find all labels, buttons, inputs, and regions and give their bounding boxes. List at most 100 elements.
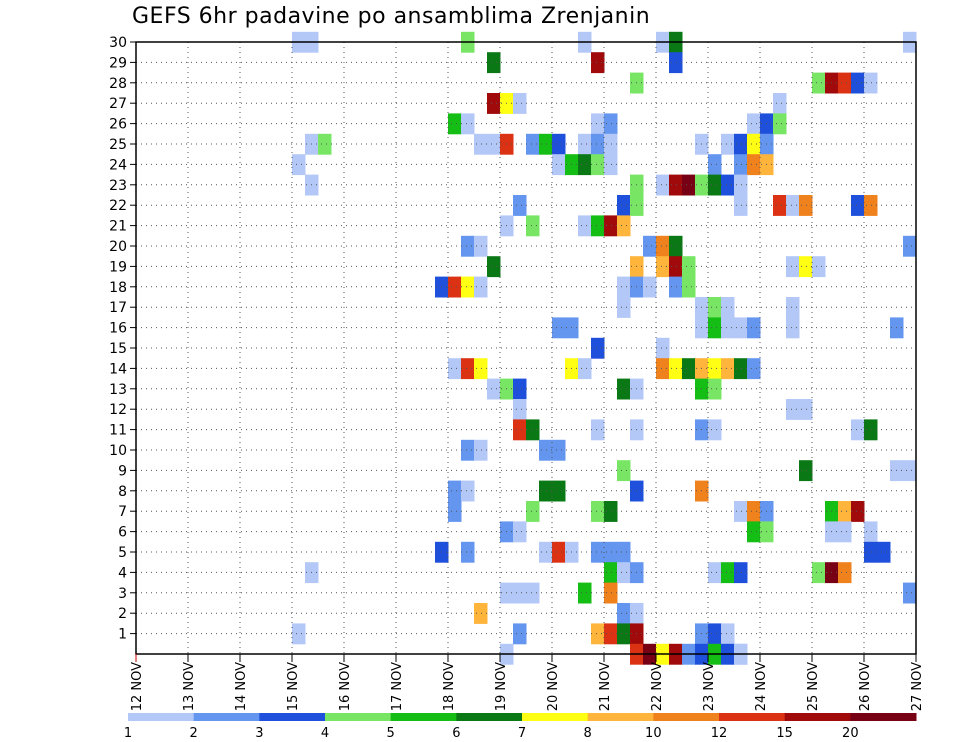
heatmap-cell [604, 154, 618, 176]
heatmap-cell [734, 174, 748, 196]
heatmap-cell [734, 195, 748, 216]
heatmap-cell [474, 439, 488, 461]
heatmap-cell [617, 460, 631, 482]
y-tick-label: 25 [109, 137, 127, 153]
heatmap-cell [539, 133, 553, 155]
heatmap-cell [617, 195, 631, 216]
heatmap-cell [786, 195, 800, 216]
heatmap-cell [747, 521, 761, 543]
x-tick-label: 13 NOV [182, 662, 197, 711]
heatmap-cell [604, 215, 618, 237]
colorbar-label: 3 [255, 726, 263, 741]
x-tick-label: 12 NOV [130, 662, 145, 711]
heatmap-cell [734, 501, 748, 522]
heatmap-cell [461, 541, 475, 563]
heatmap-cell [461, 276, 475, 298]
heatmap-cell [864, 521, 878, 543]
heatmap-cell [448, 276, 462, 298]
heatmap-cell [747, 154, 761, 176]
colorbar-swatch [522, 713, 589, 721]
heatmap-cell [292, 623, 306, 645]
y-tick-label: 27 [109, 96, 127, 112]
heatmap-cell [474, 133, 488, 155]
heatmap-cell [552, 480, 566, 502]
chart-title: GEFS 6hr padavine po ansamblima Zrenjani… [132, 4, 651, 29]
heatmap-cell [721, 133, 735, 155]
colorbar-label: 2 [190, 726, 198, 741]
heatmap-cell [604, 562, 618, 584]
heatmap-cell [747, 133, 761, 155]
heatmap-cell [838, 521, 852, 543]
heatmap-cell [461, 439, 475, 461]
heatmap-cell [838, 72, 852, 94]
heatmap-cell [708, 358, 722, 380]
heatmap-cell [747, 317, 761, 339]
y-tick-label: 1 [118, 627, 127, 643]
heatmap-cell [578, 358, 592, 380]
y-tick-label: 30 [109, 35, 127, 51]
heatmap-cell [539, 541, 553, 563]
y-tick-label: 29 [109, 55, 127, 71]
y-tick-label: 13 [109, 382, 127, 398]
x-tick-label: 16 NOV [338, 662, 353, 711]
colorbar-label: 15 [776, 726, 793, 741]
heatmap-cell [708, 174, 722, 196]
heatmap-cell [474, 235, 488, 257]
heatmap-cell [448, 480, 462, 502]
y-tick-label: 20 [109, 239, 127, 255]
colorbar-label: 6 [452, 726, 460, 741]
heatmap-cell [526, 133, 540, 155]
colorbar-label: 4 [321, 726, 329, 741]
heatmap-cell [552, 439, 566, 461]
heatmap-cell [656, 358, 670, 380]
x-tick-label: 23 NOV [702, 662, 717, 711]
heatmap-cell [669, 52, 683, 74]
heatmap-cell [552, 154, 566, 176]
y-tick-label: 2 [118, 606, 127, 622]
heatmap-cell [799, 256, 813, 278]
heatmap-cell [851, 195, 865, 216]
heatmap-cell [487, 133, 501, 155]
y-tick-label: 10 [109, 443, 127, 459]
heatmap-cell [487, 52, 501, 74]
heatmap-cell [682, 256, 696, 278]
y-tick-label: 9 [118, 463, 127, 479]
heatmap-cell [851, 72, 865, 94]
heatmap-cell [734, 358, 748, 380]
heatmap-cell [591, 215, 605, 237]
heatmap-cell [448, 501, 462, 522]
heatmap-cell [292, 154, 306, 176]
heatmap-cell [617, 297, 631, 318]
heatmap-cell [591, 501, 605, 522]
x-tick-label: 14 NOV [234, 662, 249, 711]
colorbar-swatch [128, 713, 195, 721]
heatmap-cell [721, 297, 735, 318]
heatmap-cell [578, 154, 592, 176]
heatmap-cell [708, 154, 722, 176]
y-tick-label: 5 [118, 545, 127, 561]
heatmap-cell [669, 256, 683, 278]
x-tick-label: 15 NOV [286, 662, 301, 711]
x-tick-label: 22 NOV [650, 662, 665, 711]
heatmap-cell [591, 337, 605, 359]
cells-layer [292, 31, 917, 665]
x-tick-label: 20 NOV [546, 662, 561, 711]
colorbar-label: 1 [124, 726, 132, 741]
x-tick-label: 27 NOV [910, 662, 925, 711]
heatmap-cell [799, 399, 813, 420]
heatmap-cell [708, 297, 722, 318]
y-tick-label: 22 [109, 198, 127, 214]
heatmap-cell [526, 501, 540, 522]
y-tick-label: 26 [109, 117, 127, 133]
heatmap-cell [474, 358, 488, 380]
heatmap-cell [799, 460, 813, 482]
heatmap-cell [721, 174, 735, 196]
heatmap-cell [708, 623, 722, 645]
heatmap-cell [786, 256, 800, 278]
heatmap-cell [513, 93, 527, 114]
y-tick-label: 28 [109, 76, 127, 92]
heatmap-cell [526, 582, 540, 604]
colorbar-swatch [325, 713, 392, 721]
heatmap-cell [877, 541, 891, 563]
